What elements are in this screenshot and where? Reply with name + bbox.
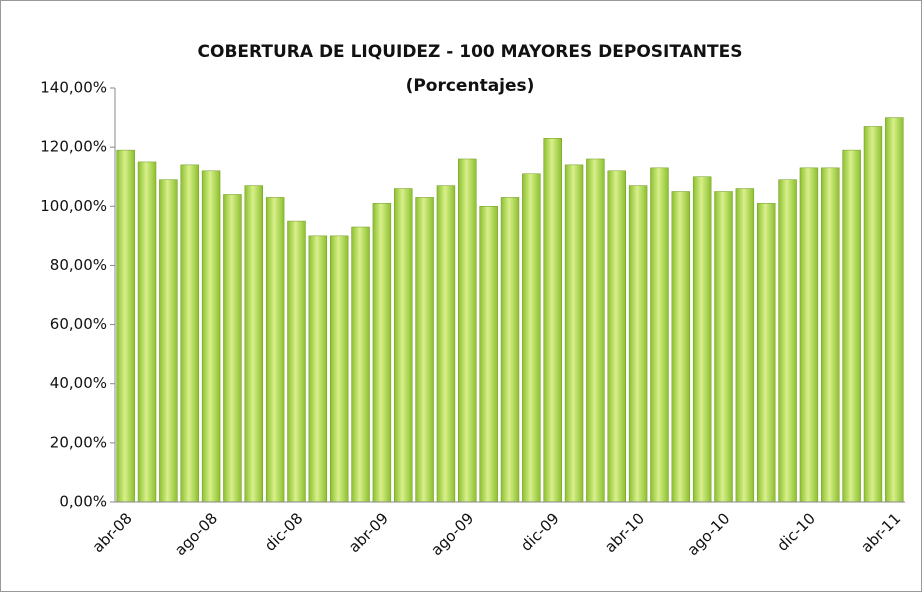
bar xyxy=(650,167,669,503)
bar xyxy=(735,188,755,503)
bar xyxy=(756,203,776,503)
bar xyxy=(714,191,733,503)
bar xyxy=(628,185,648,503)
bar xyxy=(500,197,520,503)
y-tick-label: 100,00% xyxy=(40,197,107,215)
y-tick-label: 20,00% xyxy=(50,433,107,451)
y-tick-label: 80,00% xyxy=(50,256,107,274)
y-tick-label: 120,00% xyxy=(40,138,107,156)
bar xyxy=(436,185,456,503)
bar xyxy=(116,149,135,503)
bar xyxy=(372,203,392,503)
bar xyxy=(415,197,434,503)
bar xyxy=(586,158,605,503)
bar xyxy=(821,167,840,503)
bar xyxy=(607,170,626,503)
bar xyxy=(522,173,541,503)
bar xyxy=(180,164,199,503)
bar xyxy=(287,220,306,503)
bar xyxy=(329,235,349,503)
bar xyxy=(394,188,413,503)
bar xyxy=(671,191,691,503)
y-tick-label: 60,00% xyxy=(50,315,107,333)
bar xyxy=(842,149,861,503)
bar xyxy=(692,176,712,503)
y-tick-label: 0,00% xyxy=(59,493,107,511)
chart-subtitle: (Porcentajes) xyxy=(406,76,535,96)
bar xyxy=(778,179,797,503)
bar xyxy=(201,170,221,503)
bar xyxy=(159,179,178,503)
bar xyxy=(308,235,328,503)
bar xyxy=(885,117,904,503)
bar xyxy=(137,161,157,503)
bar xyxy=(458,158,477,503)
y-tick-label: 40,00% xyxy=(50,374,107,392)
bar xyxy=(479,206,498,503)
bar xyxy=(543,138,562,503)
y-tick-label: 140,00% xyxy=(40,79,107,97)
bar xyxy=(351,226,370,503)
chart-title: COBERTURA DE LIQUIDEZ - 100 MAYORES DEPO… xyxy=(198,42,743,62)
bar xyxy=(564,164,584,503)
bar xyxy=(863,126,883,503)
bar xyxy=(223,194,242,503)
bar xyxy=(265,197,285,503)
bar xyxy=(244,185,264,503)
bar xyxy=(799,167,819,503)
